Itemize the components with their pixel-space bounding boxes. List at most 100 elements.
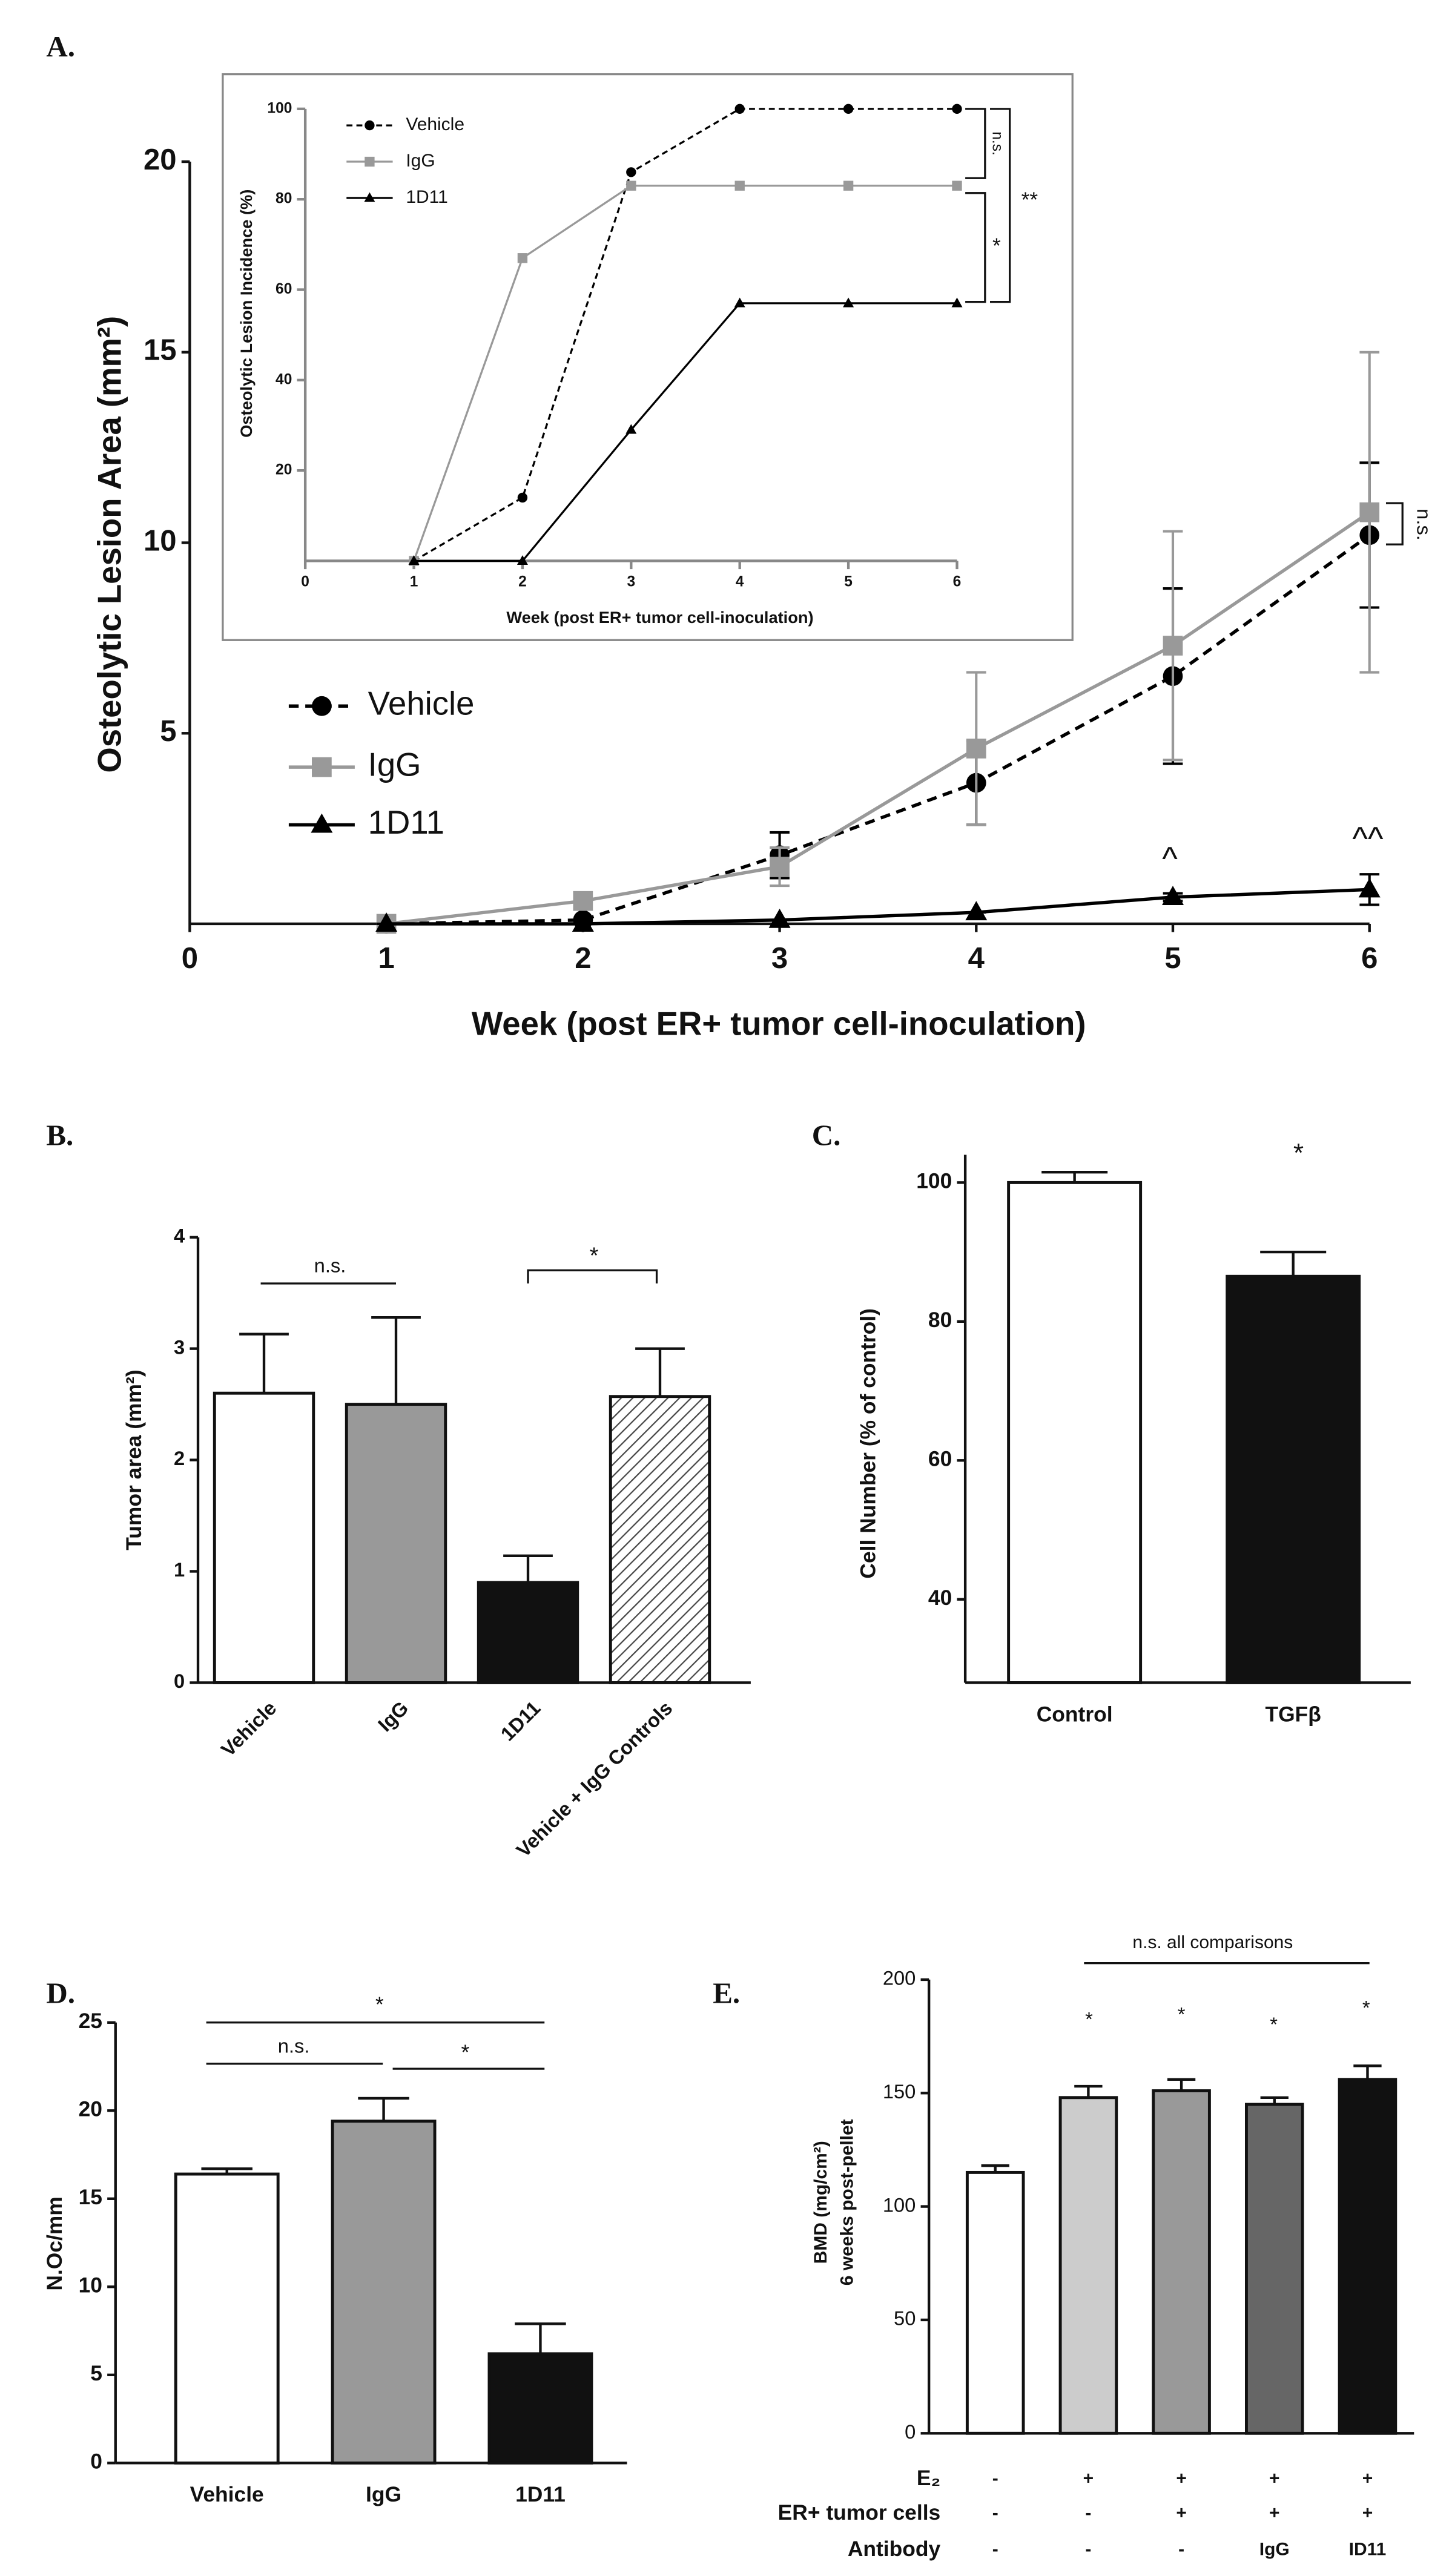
y-tick-label: 200 (883, 1967, 916, 1989)
condition-value: + (1176, 2469, 1187, 2489)
point (734, 180, 745, 191)
y-tick-label: 2 (174, 1447, 185, 1469)
legend-marker (365, 120, 375, 131)
legend-label: IgG (368, 746, 421, 783)
error-bar (1260, 1250, 1327, 1277)
bracket (1385, 502, 1404, 545)
point (1358, 878, 1381, 898)
legend-label: Vehicle (406, 114, 464, 134)
series-line (386, 510, 1371, 926)
x-tick-label: 4 (968, 942, 985, 975)
point (572, 912, 594, 932)
error-bar (358, 2097, 409, 2121)
legend-label: Vehicle (368, 685, 475, 722)
bar (1244, 2103, 1304, 2435)
x-tick-label: Control (1037, 1702, 1113, 1726)
bracket (965, 192, 986, 303)
condition-value: + (1083, 2469, 1094, 2489)
error-bar (515, 2322, 566, 2354)
legend-label: 1D11 (406, 187, 447, 207)
y-tick-label: 50 (894, 2307, 916, 2330)
bar (331, 2120, 437, 2465)
condition-value: + (1269, 2503, 1280, 2523)
point (626, 180, 636, 191)
point (517, 253, 528, 263)
annotation: ** (1021, 188, 1038, 212)
annotation: n.s. all comparisons (1132, 1932, 1293, 1952)
point (843, 180, 854, 191)
annotation: * (1085, 2008, 1093, 2031)
condition-value: - (1085, 2540, 1091, 2560)
point (1162, 886, 1184, 905)
x-tick-label: 5 (1164, 942, 1181, 975)
y-tick-label: 100 (883, 2193, 916, 2216)
series-line (414, 302, 957, 562)
y-tick-label: 0 (174, 1670, 185, 1692)
condition-value: - (992, 2469, 998, 2489)
error-bar (503, 1554, 553, 1583)
y-tick-label: 15 (79, 2185, 102, 2209)
condition-value: + (1362, 2469, 1373, 2489)
y-tick-label: 4 (174, 1224, 185, 1247)
point (734, 104, 745, 114)
x-tick-label: 5 (844, 573, 853, 590)
condition-value: + (1269, 2469, 1280, 2489)
point (965, 901, 988, 921)
y-tick-label: 80 (928, 1308, 952, 1332)
y-tick-label: 20 (144, 143, 177, 176)
condition-label: ER+ tumor cells (778, 2500, 941, 2525)
annotation: ^^ (1352, 820, 1384, 857)
y-axis-label: N.Oc/mm (42, 2196, 67, 2290)
annotation: * (992, 234, 1001, 258)
x-tick-label: 4 (736, 573, 744, 590)
bar (213, 1391, 315, 1684)
x-tick-label: 1 (378, 942, 394, 975)
annotation: n.s. (278, 2034, 310, 2057)
point (626, 167, 636, 177)
x-tick-label: 0 (182, 942, 198, 975)
x-tick-label: TGFβ (1265, 1702, 1321, 1726)
y-axis-label: Osteolytic Lesion Area (mm²) (91, 316, 128, 773)
error-bar (1074, 2084, 1103, 2098)
y-axis-label: Osteolytic Lesion Incidence (%) (237, 189, 256, 438)
condition-value: - (1178, 2540, 1184, 2560)
x-tick-label: 1 (410, 573, 418, 590)
condition-value: - (992, 2540, 998, 2560)
point (952, 180, 962, 191)
point (1163, 636, 1183, 656)
point (408, 555, 420, 565)
annotation: * (461, 2040, 470, 2064)
x-axis-label: Week (post ER+ tumor cell-inoculation) (472, 1005, 1086, 1042)
bar (965, 2170, 1025, 2435)
legend-marker (364, 192, 375, 202)
y-tick-label: 80 (276, 191, 292, 207)
bar (1058, 2096, 1118, 2435)
annotation: n.s. (1413, 509, 1435, 541)
y-tick-label: 10 (79, 2273, 102, 2298)
x-tick-label: 6 (1361, 942, 1378, 975)
annotation: * (1293, 1139, 1304, 1168)
panel-label: D. (46, 1976, 75, 2009)
bracket (965, 108, 986, 179)
condition-value: - (992, 2503, 998, 2523)
error-bar (635, 1347, 685, 1397)
annotation: * (1270, 2013, 1278, 2035)
x-axis-label: Week (post ER+ tumor cell-inoculation) (506, 608, 813, 627)
error-bar (1041, 1170, 1108, 1183)
x-tick-label: 0 (301, 573, 309, 590)
error-bar (1353, 2064, 1382, 2080)
annotation: * (1362, 1997, 1370, 2019)
bar (345, 1403, 447, 1684)
inset-frame (222, 73, 1074, 641)
y-tick-label: 1 (174, 1558, 185, 1581)
y-axis-label: 6 weeks post-pellet (837, 2119, 857, 2285)
series-line (386, 533, 1371, 926)
point (375, 912, 398, 932)
point (952, 104, 962, 114)
x-tick-label: 2 (518, 573, 527, 590)
y-tick-label: 25 (79, 2009, 102, 2033)
point (573, 891, 593, 911)
x-tick-label: 1D11 (515, 2482, 566, 2506)
